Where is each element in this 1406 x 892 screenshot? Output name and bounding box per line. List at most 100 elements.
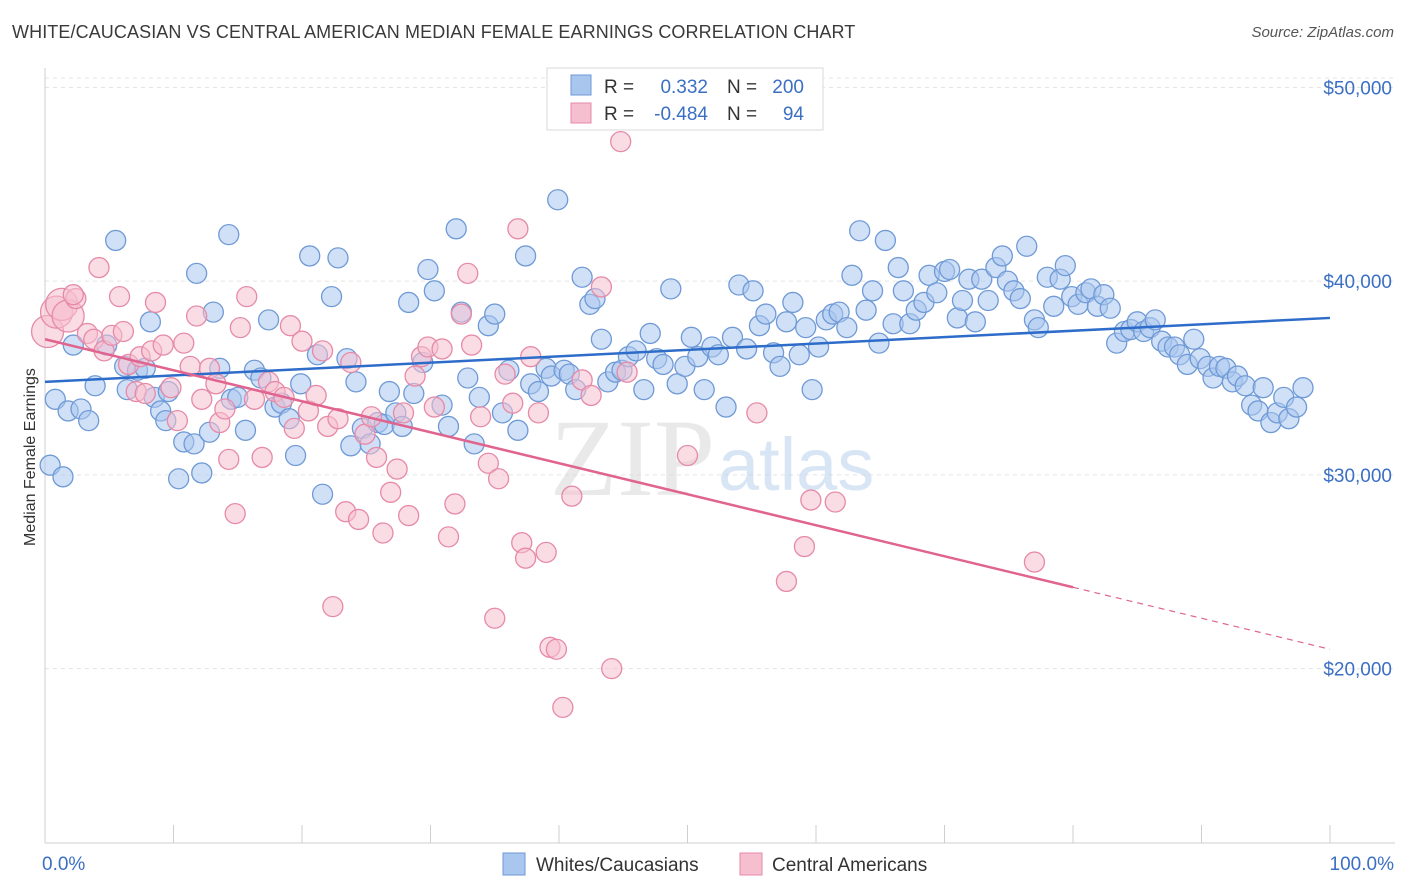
blue-point-80: [571, 266, 593, 288]
pink-point-77: [514, 547, 537, 569]
pink-point-67: [457, 262, 479, 285]
blue-point-37: [284, 444, 307, 467]
blue-point-92: [652, 353, 674, 376]
pink-point-68: [460, 334, 483, 356]
blue-point-146: [1009, 287, 1031, 310]
blue-point-167: [1144, 309, 1166, 331]
blue-point-60: [437, 415, 460, 438]
pink-point-72: [487, 468, 510, 490]
blue-point-19: [167, 468, 190, 490]
blue-point-147: [1016, 235, 1038, 257]
blue-point-71: [514, 245, 537, 267]
pink-point-70: [477, 452, 499, 474]
blue-point-22: [185, 262, 208, 285]
blue-point-115: [807, 336, 830, 358]
blue-point-181: [1234, 375, 1256, 397]
pink-point-83: [552, 696, 574, 719]
pink-point-8: [88, 256, 110, 279]
pink-point-91: [676, 444, 699, 467]
blue-point-57: [417, 258, 439, 281]
pink-point-30: [218, 448, 240, 471]
blue-point-63: [457, 367, 479, 389]
blue-point-128: [892, 280, 915, 302]
pink-point-12: [112, 320, 135, 343]
pink-point-54: [372, 522, 394, 544]
blue-point-139: [964, 311, 986, 333]
blue-point-58: [423, 280, 446, 302]
trend-line-whites: [44, 316, 1331, 384]
blue-point-133: [926, 282, 948, 304]
blue-point-123: [861, 280, 884, 302]
blue-point-141: [977, 289, 999, 312]
trend-lines: [44, 316, 1331, 650]
pink-point-55: [380, 481, 402, 503]
blue-point-41: [311, 483, 334, 505]
pink-point-65: [444, 493, 466, 515]
pink-point-16: [134, 382, 156, 405]
y-tick-labels: $20,000 $30,000 $40,000 $50,000: [1323, 78, 1392, 680]
pink-point-74: [502, 392, 524, 414]
blue-point-27: [218, 223, 240, 246]
blue-point-98: [693, 378, 715, 401]
y-tick-label-3: $50,000: [1323, 78, 1392, 99]
blue-point-42: [320, 285, 343, 308]
pink-point-84: [561, 485, 583, 507]
series-central-americans-points: [30, 130, 1046, 719]
pink-point-94: [793, 535, 816, 558]
pink-point-87: [590, 276, 613, 298]
series-legend-label-pink: Central Americans: [772, 855, 927, 876]
blue-point-90: [639, 322, 661, 345]
blue-point-125: [874, 229, 897, 252]
axes: [44, 68, 1395, 844]
blue-point-143: [991, 245, 1013, 267]
legend-r-label-2: R =: [604, 104, 634, 125]
blue-point-76: [547, 189, 569, 211]
pink-point-73: [494, 363, 516, 385]
blue-point-23: [191, 462, 213, 484]
blue-point-104: [735, 338, 758, 360]
pink-point-79: [527, 402, 550, 424]
blue-point-1: [52, 466, 74, 488]
blue-point-190: [1292, 377, 1314, 399]
blue-point-39: [299, 245, 321, 267]
blue-point-9: [105, 229, 127, 252]
series-legend-swatch-pink: [739, 852, 763, 876]
pink-point-27: [205, 373, 227, 395]
pink-point-75: [507, 218, 529, 240]
pink-point-89: [610, 130, 632, 153]
blue-point-46: [345, 371, 367, 393]
blue-point-105: [742, 280, 764, 302]
trend-line-central-americans-extension: [1072, 586, 1331, 650]
y-tick-label-0: $20,000: [1323, 660, 1392, 681]
pink-point-53: [365, 446, 388, 469]
blue-point-121: [849, 220, 871, 242]
pink-point-71: [484, 607, 506, 629]
blue-point-122: [855, 299, 877, 321]
pink-point-88: [601, 657, 623, 680]
pink-point-80: [535, 541, 557, 564]
pink-point-41: [291, 330, 313, 352]
legend-n-label-2: N =: [727, 104, 757, 125]
pink-point-19: [152, 334, 174, 356]
pink-point-33: [236, 285, 258, 308]
blue-point-111: [782, 291, 804, 314]
legend-r-value-1: 0.332: [660, 77, 708, 98]
pink-point-66: [450, 303, 472, 325]
blue-point-107: [755, 303, 777, 325]
blue-point-38: [290, 373, 312, 395]
pink-point-46: [322, 595, 344, 618]
blue-point-54: [398, 291, 420, 314]
stats-legend: R = 0.332 N = 200 R = -0.484 N = 94: [546, 67, 824, 131]
pink-point-58: [398, 504, 420, 527]
pink-point-32: [229, 316, 251, 339]
pink-point-57: [392, 402, 415, 424]
series-legend: Whites/Caucasians Central Americans: [502, 852, 927, 876]
pink-point-44: [311, 340, 334, 362]
pink-point-18: [144, 291, 167, 314]
pink-point-31: [224, 502, 246, 525]
legend-n-value-2: 94: [783, 104, 805, 125]
blue-point-73: [527, 380, 550, 403]
blue-point-101: [715, 396, 737, 418]
pink-point-11: [108, 285, 131, 308]
pink-point-63: [431, 338, 453, 360]
